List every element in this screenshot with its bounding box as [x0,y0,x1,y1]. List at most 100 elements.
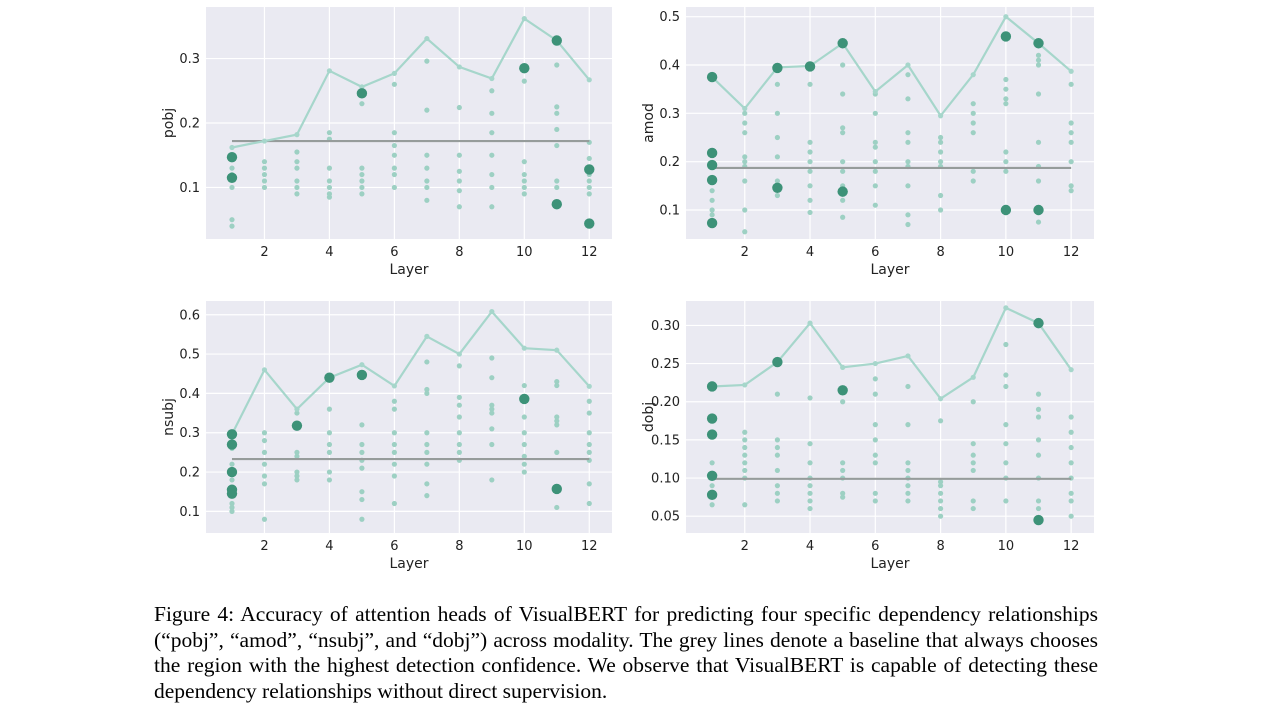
head-point [489,406,495,412]
head-point [554,379,560,385]
max-point [970,374,976,380]
x-tick-label: 12 [581,539,598,554]
highlighted-head-point [772,356,783,368]
y-axis-label: amod [641,103,657,143]
head-point [359,184,365,191]
head-point [840,91,846,97]
head-point [261,473,268,479]
x-tick-label: 12 [581,245,598,260]
head-point [326,469,333,475]
head-point [554,449,560,455]
head-point [840,62,846,68]
head-point [937,498,944,504]
x-tick-label: 8 [455,539,463,554]
head-point [905,212,911,218]
head-point [554,62,560,68]
max-point [424,333,430,339]
head-point [489,477,495,483]
max-accuracy-line [712,306,1073,401]
head-point [1035,498,1042,504]
head-point [905,72,911,78]
y-tick-label: 0.15 [651,433,680,448]
head-point [261,184,268,191]
head-point [774,467,780,474]
head-point [872,498,878,504]
head-point [359,496,365,503]
head-point [326,165,333,171]
head-point [326,184,333,191]
highlighted-head-point [226,466,238,478]
head-point [261,178,268,184]
head-point [521,78,527,84]
head-point [807,441,813,447]
head-point [456,430,462,436]
plot-background [686,301,1094,533]
highlighted-head-point [837,186,848,197]
head-point [391,441,397,448]
head-point [1035,57,1042,63]
x-tick-label: 10 [998,245,1015,260]
head-point [391,142,397,149]
head-point [1035,219,1042,225]
highlighted-head-point [837,385,848,396]
head-point [391,500,397,507]
head-point [840,460,846,466]
y-tick-label: 0.1 [179,181,200,196]
head-point [807,395,813,401]
head-point [807,498,813,504]
head-point [586,184,592,191]
highlighted-head-point [226,439,238,450]
head-point [294,453,300,459]
max-point [1003,305,1009,311]
head-point [359,441,365,448]
max-point [261,367,268,373]
head-point [489,88,495,94]
head-point [872,452,878,458]
x-tick-label: 4 [806,539,814,554]
head-point [359,178,365,184]
max-point [872,88,878,95]
head-point [391,165,397,171]
highlighted-head-point [324,372,335,383]
plot-background [206,301,612,533]
head-point [1068,444,1074,451]
max-accuracy-line [231,309,591,435]
highlighted-head-point [804,61,816,72]
head-point [807,505,813,512]
head-point [1068,183,1074,189]
head-point [586,500,592,507]
head-point [840,214,846,220]
head-point [261,430,268,436]
head-point [554,110,560,116]
head-point [970,110,976,116]
head-point [424,449,430,455]
head-point [905,467,911,474]
head-point [774,452,780,458]
highlighted-head-point [226,172,238,183]
head-point [1068,460,1074,466]
head-point [807,209,813,216]
head-point [905,183,911,189]
head-point [586,449,592,455]
head-point [326,430,333,436]
head-point [709,207,715,213]
x-tick-label: 6 [871,539,879,554]
head-point [489,410,495,416]
head-point [1035,52,1042,58]
highlighted-head-point [1000,31,1012,42]
head-point [905,139,911,145]
head-point [456,104,462,111]
head-point [807,183,813,189]
head-point [489,441,495,448]
head-point [742,229,748,235]
head-point [709,460,715,466]
highlighted-head-point [356,369,368,381]
max-point [742,382,748,388]
highlighted-head-point [551,35,562,46]
head-point [840,168,846,174]
head-point [424,461,430,467]
head-point [424,58,430,64]
head-point [391,430,397,436]
y-tick-label: 0.3 [659,107,680,122]
head-point [905,383,911,390]
